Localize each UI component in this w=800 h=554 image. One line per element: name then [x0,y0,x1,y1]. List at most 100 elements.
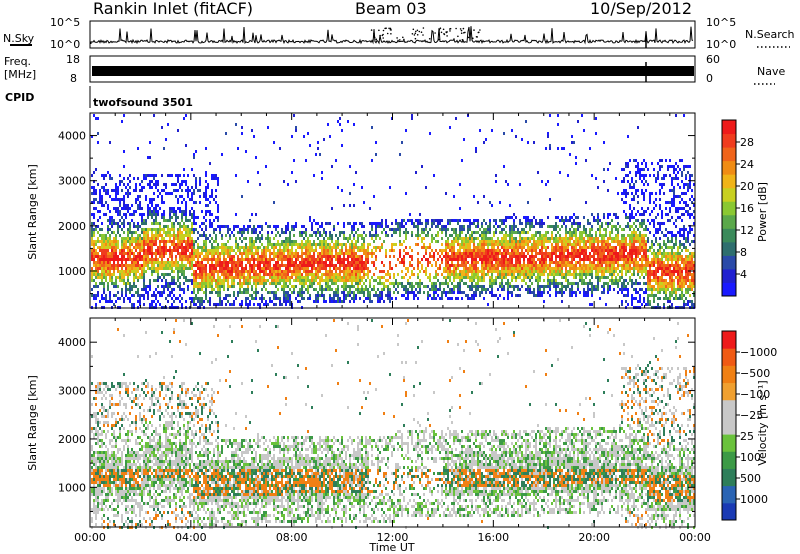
data-cell [359,249,361,252]
data-cell [255,279,257,282]
data-cell [265,249,267,252]
data-cell [143,237,145,240]
data-cell [445,279,447,282]
data-cell [203,300,205,303]
data-cell [545,270,547,273]
power-cells [91,114,695,309]
data-cell [293,240,295,243]
data-cell [357,246,359,249]
data-cell [219,246,221,249]
data-cell [155,258,157,261]
data-cell [263,261,265,264]
data-cell [365,279,367,282]
data-cell [461,243,463,246]
data-cell [339,243,341,246]
data-cell [509,237,511,240]
data-cell [481,234,483,237]
data-cell [545,231,547,234]
data-cell [289,294,291,297]
data-cell [213,219,215,222]
data-cell [307,237,309,240]
data-cell [485,267,487,270]
data-cell [445,294,447,297]
data-cell [297,294,299,297]
data-cell [203,258,205,261]
data-cell [109,174,111,177]
data-cell [105,183,107,186]
data-cell [325,276,327,279]
data-cell [359,222,361,225]
data-cell [511,234,513,237]
data-cell [417,285,419,288]
data-cell [289,258,291,261]
data-cell [511,246,513,249]
data-cell [287,261,289,264]
data-cell [573,243,575,246]
data-cell [171,303,173,306]
data-cell [91,279,93,282]
data-cell [525,276,527,279]
data-cell [313,282,315,285]
data-cell [149,282,151,285]
data-cell [177,267,179,270]
data-cell [151,216,153,219]
data-cell [91,174,93,177]
data-cell [339,234,341,237]
data-cell [127,195,129,198]
data-cell [503,276,505,279]
data-cell [159,246,161,249]
data-cell [171,225,173,228]
data-cell [571,249,573,252]
data-cell [339,276,341,279]
data-cell [375,246,377,249]
data-cell [239,249,241,252]
data-cell [473,246,475,249]
data-cell [317,276,319,279]
data-cell [149,279,151,282]
data-cell [243,279,245,282]
data-cell [445,276,447,279]
data-cell [171,222,173,225]
data-cell [315,153,317,156]
data-cell [571,273,573,276]
data-cell [321,240,323,243]
data-cell [467,294,469,297]
data-cell [191,243,193,246]
data-cell [103,270,105,273]
data-cell [191,216,193,219]
nsearch-dot [449,27,452,30]
data-cell [205,246,207,249]
data-cell [583,273,585,276]
data-cell [383,285,385,288]
data-cell [147,246,149,249]
data-cell [429,279,431,282]
data-cell [541,267,543,270]
data-cell [167,264,169,267]
data-cell [469,243,471,246]
data-cell [161,285,163,288]
data-cell [91,288,93,291]
data-cell [561,288,563,291]
nsky-tick-bottom: 10^0 [50,38,80,51]
data-cell [555,222,557,225]
data-cell [325,231,327,234]
data-cell [101,249,103,252]
data-cell [469,237,471,240]
data-cell [495,264,497,267]
data-cell [543,273,545,276]
data-cell [495,294,497,297]
nsearch-dot [390,33,392,35]
data-cell [397,258,399,261]
data-cell [569,153,571,156]
data-cell [197,297,199,300]
data-cell [453,255,455,258]
data-cell [345,264,347,267]
data-cell [107,264,109,267]
data-cell [547,276,549,279]
data-cell [179,255,181,258]
data-cell [181,216,183,219]
data-cell [495,249,497,252]
data-cell [533,240,535,243]
data-cell [511,243,513,246]
